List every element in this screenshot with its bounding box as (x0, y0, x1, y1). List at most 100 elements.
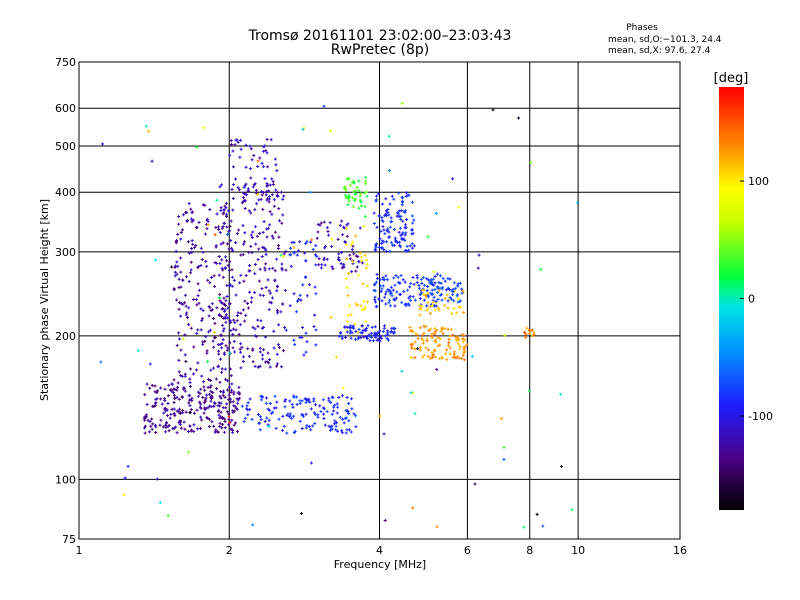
data-point (425, 339, 429, 343)
data-point (223, 266, 227, 270)
data-point (445, 348, 449, 352)
data-point (249, 147, 253, 151)
data-point (192, 430, 196, 434)
data-point (426, 285, 430, 289)
data-point (435, 328, 439, 332)
data-point (349, 329, 353, 333)
data-point (305, 340, 309, 344)
data-point (392, 276, 396, 280)
data-point (226, 388, 230, 392)
data-point (266, 407, 270, 411)
data-point (411, 231, 415, 235)
data-point (429, 282, 433, 286)
data-point (248, 407, 252, 411)
data-point (261, 293, 265, 297)
data-point (212, 366, 216, 370)
data-point (234, 406, 238, 410)
data-point (248, 269, 252, 273)
data-point (358, 194, 362, 198)
data-point (409, 298, 413, 302)
data-point (188, 424, 192, 428)
data-point (352, 205, 356, 209)
data-point (227, 229, 231, 233)
data-point (301, 127, 305, 131)
data-point (383, 232, 387, 236)
data-point (226, 232, 230, 236)
data-point (326, 229, 330, 233)
data-point (378, 278, 382, 282)
data-point (304, 412, 308, 416)
data-point (237, 385, 241, 389)
data-point (435, 525, 439, 529)
data-point (448, 277, 452, 281)
data-point (188, 377, 192, 381)
data-point (196, 294, 200, 298)
data-point (275, 191, 279, 195)
data-point (345, 330, 349, 334)
data-point (243, 319, 247, 323)
data-point (406, 302, 410, 306)
data-point (332, 409, 336, 413)
data-point (150, 427, 154, 431)
data-point (214, 226, 218, 230)
data-point (345, 227, 349, 231)
data-point (473, 482, 477, 486)
data-point (353, 192, 357, 196)
data-point (279, 253, 283, 257)
data-point (458, 300, 462, 304)
data-point (292, 246, 296, 250)
data-point (187, 401, 191, 405)
data-point (275, 257, 279, 261)
data-point (220, 307, 224, 311)
data-point (151, 422, 155, 426)
data-point (281, 428, 285, 432)
data-point (249, 244, 253, 248)
stats-heading: Phases (626, 23, 658, 33)
data-point (218, 380, 222, 384)
data-point (292, 395, 296, 399)
data-point (256, 159, 260, 163)
data-point (299, 298, 303, 302)
data-point (225, 402, 229, 406)
data-point (322, 416, 326, 420)
data-point (344, 409, 348, 413)
data-point (179, 237, 183, 241)
data-point (355, 265, 359, 269)
data-point (270, 193, 274, 197)
data-point (217, 225, 221, 229)
data-point (308, 190, 312, 194)
data-point (172, 412, 176, 416)
data-point (211, 390, 215, 394)
data-point (213, 331, 217, 335)
data-point (261, 353, 265, 357)
data-point (400, 237, 404, 241)
data-point (184, 211, 188, 215)
data-point (220, 370, 224, 374)
data-point (354, 329, 358, 333)
data-point (438, 274, 442, 278)
data-point (291, 405, 295, 409)
data-point (410, 246, 414, 250)
data-point (215, 306, 219, 310)
data-point (432, 277, 436, 281)
data-point (145, 415, 149, 419)
data-point (219, 333, 223, 337)
data-point (322, 220, 326, 224)
data-point (383, 334, 387, 338)
stats-line-x: mean, sd,X: 97.6, 27.4 (608, 46, 711, 56)
data-point (354, 302, 358, 306)
data-point (267, 289, 271, 293)
data-point (530, 328, 534, 332)
data-point (225, 379, 229, 383)
data-point (403, 210, 407, 214)
data-point (344, 431, 348, 435)
data-point (191, 218, 195, 222)
data-point (319, 266, 323, 270)
data-point (404, 194, 408, 198)
data-point (356, 337, 360, 341)
data-point (205, 393, 209, 397)
data-point (236, 186, 240, 190)
data-point (222, 389, 226, 393)
data-point (363, 253, 367, 257)
data-point (182, 386, 186, 390)
